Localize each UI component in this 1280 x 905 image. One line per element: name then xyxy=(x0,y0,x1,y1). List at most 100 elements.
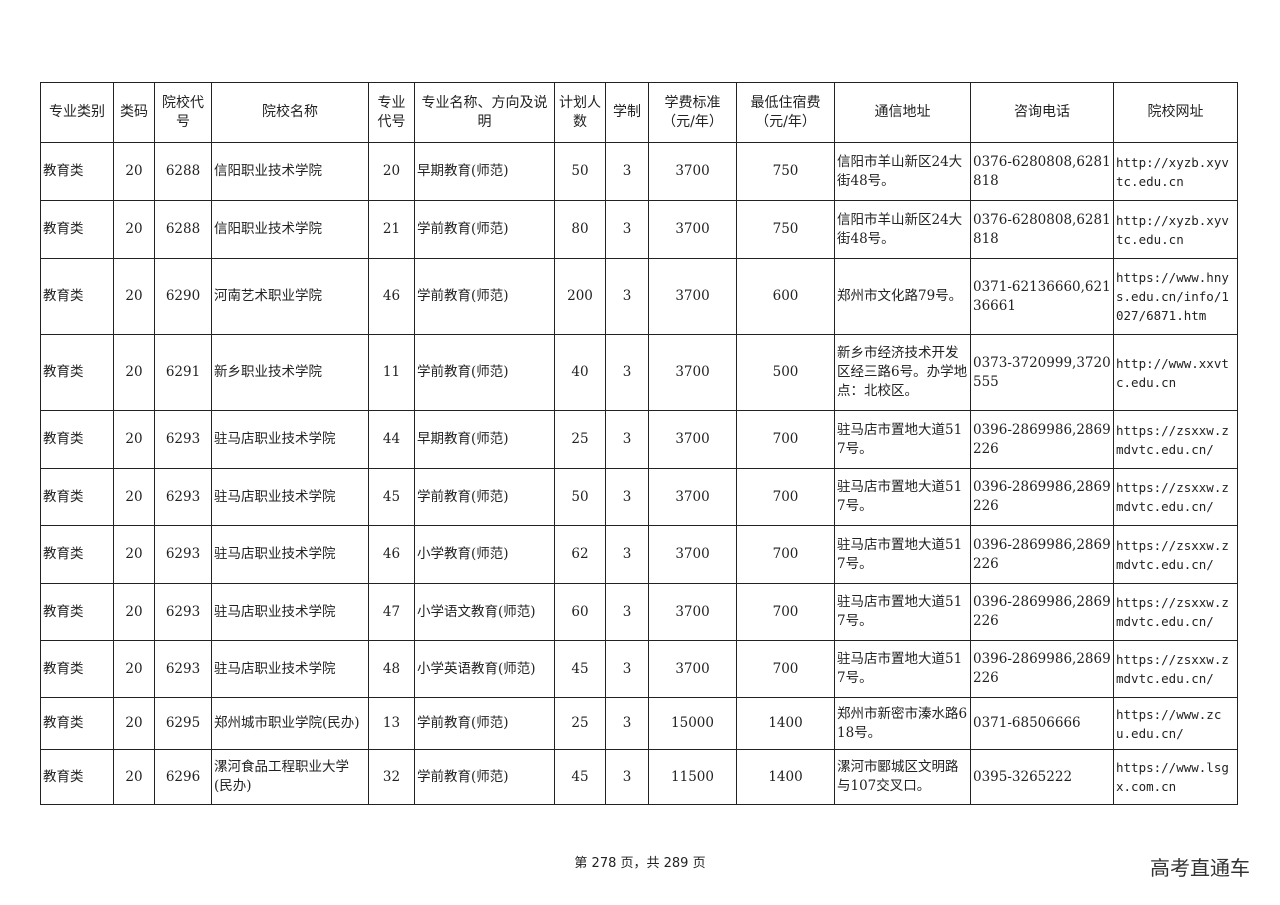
page-number: 第 278 页，共 289 页 xyxy=(574,856,706,871)
school-url: http://xyzb.xyvtc.edu.cn xyxy=(1113,142,1238,201)
table-cell: 漯河市郾城区文明路与107交叉口。 xyxy=(834,749,971,805)
table-row: 教育类 20 6290 河南艺术职业学院 46 学前教育(师范) 200 3 3700 600 郑州… xyxy=(40,258,1238,335)
table-cell: 6295 xyxy=(154,697,212,750)
table-cell: 45 xyxy=(368,468,415,526)
column-header: 院校网址 xyxy=(1113,82,1238,143)
table-cell: 信阳职业技术学院 xyxy=(211,200,369,259)
table-cell: 45 xyxy=(554,640,606,698)
table-cell: 驻马店市置地大道517号。 xyxy=(834,410,971,469)
table-cell: 学前教育(师范) xyxy=(414,334,555,411)
table-cell: 700 xyxy=(736,583,835,641)
table-cell: 6291 xyxy=(154,334,212,411)
brand-watermark: 高考直通车 xyxy=(1150,856,1250,880)
table-cell: 46 xyxy=(368,525,415,584)
school-url: https://www.lsgx.com.cn xyxy=(1113,749,1238,805)
table-row: 教育类 20 6293 驻马店职业技术学院 44 早期教育(师范) 25 3 3700 700 驻马… xyxy=(40,410,1238,469)
table-row: 教育类 20 6293 驻马店职业技术学院 47 小学语文教育(师范) 60 3 3700 700… xyxy=(40,583,1238,641)
table-cell: 教育类 xyxy=(40,749,114,805)
table-cell: 44 xyxy=(368,410,415,469)
table-cell: 600 xyxy=(736,258,835,335)
school-url: https://zsxxw.zmdvtc.edu.cn/ xyxy=(1113,410,1238,469)
table-cell: 20 xyxy=(113,468,155,526)
table-cell: 学前教育(师范) xyxy=(414,697,555,750)
table-cell: 20 xyxy=(113,258,155,335)
table-cell: 700 xyxy=(736,525,835,584)
table-cell: 驻马店职业技术学院 xyxy=(211,410,369,469)
table-cell: 46 xyxy=(368,258,415,335)
table-cell: 6293 xyxy=(154,410,212,469)
table-cell: 6296 xyxy=(154,749,212,805)
table-cell: 信阳市羊山新区24大街48号。 xyxy=(834,142,971,201)
table-cell: 教育类 xyxy=(40,468,114,526)
table-cell: 700 xyxy=(736,410,835,469)
school-url: https://zsxxw.zmdvtc.edu.cn/ xyxy=(1113,640,1238,698)
table-cell: 教育类 xyxy=(40,525,114,584)
table-cell: 21 xyxy=(368,200,415,259)
table-cell: 80 xyxy=(554,200,606,259)
column-header: 类码 xyxy=(113,82,155,143)
table-cell: 0396-2869986,2869226 xyxy=(970,410,1114,469)
table-cell: 15000 xyxy=(648,697,737,750)
table-cell: 47 xyxy=(368,583,415,641)
table-cell: 60 xyxy=(554,583,606,641)
table-cell: 20 xyxy=(113,142,155,201)
table-cell: 教育类 xyxy=(40,697,114,750)
school-url: https://zsxxw.zmdvtc.edu.cn/ xyxy=(1113,583,1238,641)
table-cell: 3700 xyxy=(648,468,737,526)
table-cell: 20 xyxy=(113,697,155,750)
table-cell: 学前教育(师范) xyxy=(414,258,555,335)
table-cell: 0396-2869986,2869226 xyxy=(970,640,1114,698)
column-header: 院校名称 xyxy=(211,82,369,143)
table-cell: 500 xyxy=(736,334,835,411)
table-cell: 3700 xyxy=(648,258,737,335)
table-cell: 驻马店职业技术学院 xyxy=(211,525,369,584)
table-cell: 3 xyxy=(605,525,649,584)
table-cell: 700 xyxy=(736,468,835,526)
column-header: 通信地址 xyxy=(834,82,971,143)
table-cell: 学前教育(师范) xyxy=(414,200,555,259)
table-cell: 教育类 xyxy=(40,200,114,259)
table-cell: 40 xyxy=(554,334,606,411)
table-cell: 25 xyxy=(554,410,606,469)
column-header: 院校代号 xyxy=(154,82,212,143)
table-cell: 驻马店市置地大道517号。 xyxy=(834,640,971,698)
table-cell: 3700 xyxy=(648,200,737,259)
column-header: 专业代号 xyxy=(368,82,415,143)
table-cell: 6290 xyxy=(154,258,212,335)
table-cell: 750 xyxy=(736,200,835,259)
table-cell: 3700 xyxy=(648,410,737,469)
admissions-table: 专业类别 类码 院校代号 院校名称 专业代号 专业名称、方向及说明 计划人数 学制 学费标准（元… xyxy=(40,82,1238,805)
table-cell: 3 xyxy=(605,697,649,750)
table-cell: 25 xyxy=(554,697,606,750)
table-cell: 郑州市新密市溱水路618号。 xyxy=(834,697,971,750)
table-cell: 50 xyxy=(554,142,606,201)
table-cell: 0395-3265222 xyxy=(970,749,1114,805)
table-cell: 3 xyxy=(605,142,649,201)
table-cell: 3 xyxy=(605,468,649,526)
table-row: 教育类 20 6288 信阳职业技术学院 21 学前教育(师范) 80 3 3700 750 信阳市… xyxy=(40,200,1238,259)
table-cell: 信阳职业技术学院 xyxy=(211,142,369,201)
table-cell: 6288 xyxy=(154,200,212,259)
column-header: 学制 xyxy=(605,82,649,143)
table-cell: 漯河食品工程职业大学(民办) xyxy=(211,749,369,805)
table-cell: 32 xyxy=(368,749,415,805)
table-cell: 1400 xyxy=(736,749,835,805)
table-cell: 0371-62136660,62136661 xyxy=(970,258,1114,335)
table-cell: 小学语文教育(师范) xyxy=(414,583,555,641)
school-url: https://zsxxw.zmdvtc.edu.cn/ xyxy=(1113,468,1238,526)
table-cell: 1400 xyxy=(736,697,835,750)
table-cell: 新乡职业技术学院 xyxy=(211,334,369,411)
table-row: 教育类 20 6293 驻马店职业技术学院 46 小学教育(师范) 62 3 3700 700 驻马… xyxy=(40,525,1238,584)
table-row: 教育类 20 6288 信阳职业技术学院 20 早期教育(师范) 50 3 3700 750 信阳市… xyxy=(40,142,1238,201)
table-cell: 驻马店职业技术学院 xyxy=(211,583,369,641)
table-cell: 750 xyxy=(736,142,835,201)
table-cell: 0396-2869986,2869226 xyxy=(970,468,1114,526)
table-row: 教育类 20 6293 驻马店职业技术学院 48 小学英语教育(师范) 45 3 3700 700… xyxy=(40,640,1238,698)
table-cell: 3700 xyxy=(648,334,737,411)
table-cell: 6293 xyxy=(154,525,212,584)
table-cell: 20 xyxy=(113,525,155,584)
table-cell: 20 xyxy=(113,410,155,469)
table-cell: 20 xyxy=(113,334,155,411)
table-cell: 驻马店市置地大道517号。 xyxy=(834,468,971,526)
table-cell: 驻马店市置地大道517号。 xyxy=(834,525,971,584)
